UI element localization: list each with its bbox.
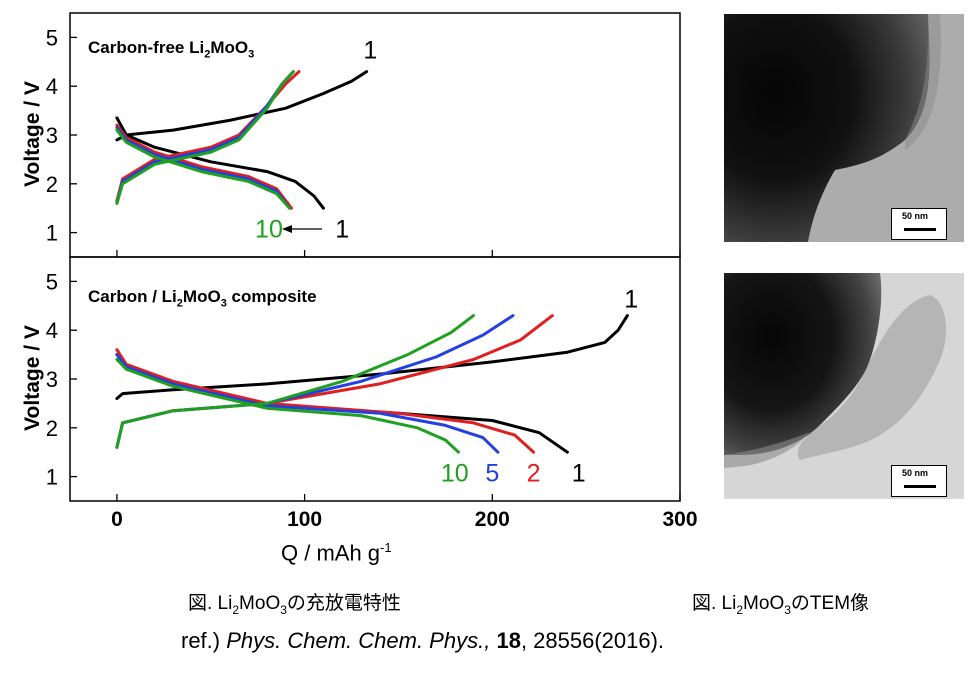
cycle-label: 1: [624, 285, 638, 313]
series-1-discharge-line: [115, 116, 325, 210]
caption-charge-discharge: 図. Li2MoO3の充放電特性: [188, 593, 401, 617]
x-tick-label: 100: [287, 508, 322, 531]
reference-volume: 18: [496, 628, 521, 653]
cycle-label: 10: [441, 460, 469, 488]
series-10-charge-line: [115, 314, 475, 449]
series-2-discharge-line: [115, 123, 293, 210]
y-tick-label: 3: [46, 367, 58, 392]
y-tick-label: 5: [46, 25, 58, 50]
y-tick-label: 3: [46, 123, 58, 148]
tem-image-2: [724, 273, 964, 499]
scale-bar-label-1: 50 nm: [902, 211, 929, 221]
cycle-label: 5: [485, 460, 499, 488]
series-2-discharge-line: [115, 348, 536, 454]
series-1-charge-line: [115, 70, 369, 142]
scale-bar-label-2: 50 nm: [902, 468, 929, 478]
cycle-label: 1: [572, 460, 586, 488]
reference-line: ref.) Phys. Chem. Chem. Phys., 18, 28556…: [181, 628, 665, 653]
cycle-label: 10: [255, 216, 283, 244]
y-tick-label: 4: [46, 74, 58, 99]
series-10-charge-line: [115, 70, 295, 205]
scale-bar-1: [904, 228, 936, 231]
series-1-discharge-line: [115, 353, 569, 454]
scale-bar-box-2: [891, 465, 947, 497]
x-tick-label: 0: [111, 508, 123, 531]
cycle-label: 1: [363, 37, 377, 65]
series-2-charge-line: [115, 70, 301, 203]
y-tick-label: 1: [46, 465, 58, 490]
top-panel-title: Carbon-free Li2MoO3: [88, 38, 255, 61]
x-tick-label: 200: [475, 508, 510, 531]
series-5-discharge-line: [115, 353, 500, 454]
cycle-arrow: [282, 225, 322, 233]
series-10-discharge-line: [115, 128, 292, 210]
series-10-discharge-line: [115, 358, 460, 454]
reference-journal: Phys. Chem. Chem. Phys.,: [226, 628, 491, 653]
x-axis-label: Q / mAh g-1: [281, 540, 392, 566]
y-axis-label-bottom: Voltage / V: [21, 325, 44, 431]
cycle-label: 2: [527, 460, 541, 488]
tem-image-1: [724, 14, 964, 242]
y-tick-label: 1: [46, 221, 58, 246]
y-tick-label: 5: [46, 269, 58, 294]
y-tick-label: 4: [46, 318, 58, 343]
y-axis-label-top: Voltage / V: [21, 81, 44, 187]
y-tick-label: 2: [46, 416, 58, 441]
scale-bar-2: [904, 485, 936, 488]
caption-tem: 図. Li2MoO3のTEM像: [692, 593, 870, 617]
cycle-label: 1: [335, 216, 349, 244]
x-tick-label: 300: [662, 508, 697, 531]
scale-bar-box-1: [891, 208, 947, 240]
bottom-panel-title: Carbon / Li2MoO3 composite: [88, 287, 317, 310]
y-tick-label: 2: [46, 172, 58, 197]
